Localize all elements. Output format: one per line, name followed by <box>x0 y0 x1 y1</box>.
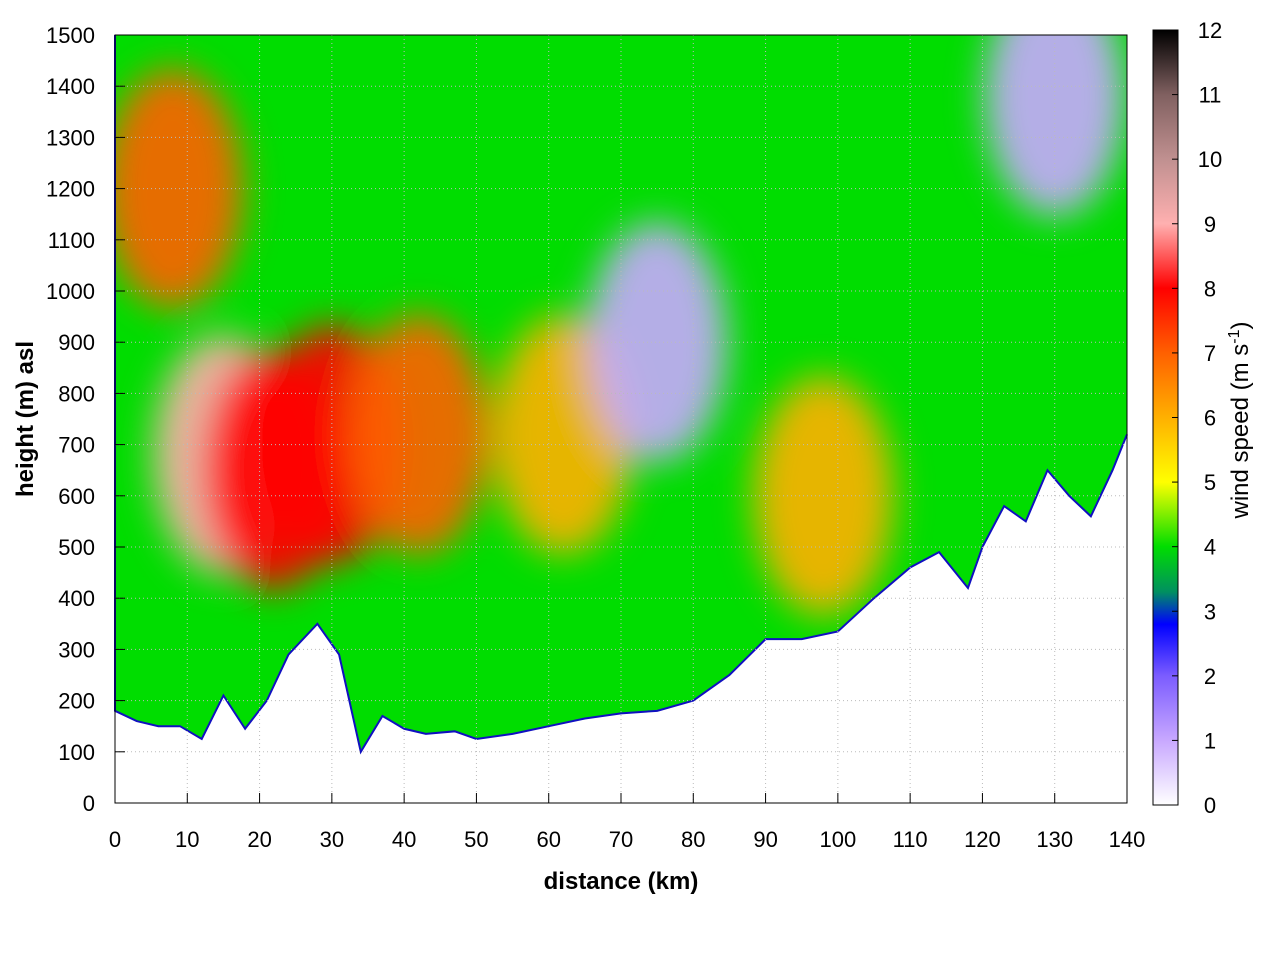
terrain-edge <box>114 35 1128 755</box>
x-tick-label: 130 <box>1036 827 1073 852</box>
x-tick-label: 100 <box>819 827 856 852</box>
y-tick-label: 100 <box>58 740 95 765</box>
y-tick-label: 1500 <box>46 23 95 48</box>
y-axis: 0 100 200 300 400 500 600 700 800 900 1000 1100 1200… <box>46 23 125 816</box>
colorbar-tick-label: 4 <box>1204 535 1216 560</box>
colorbar-tick-label: 0 <box>1204 793 1216 818</box>
y-axis-title: height (m) asl <box>12 341 39 497</box>
colorbar-tick-label: 8 <box>1204 276 1216 301</box>
x-tick-label: 70 <box>609 827 633 852</box>
x-tick-label: 20 <box>247 827 271 852</box>
y-tick-label: 900 <box>58 330 95 355</box>
grid <box>115 35 1127 803</box>
colorbar-tick-label: 3 <box>1204 599 1216 624</box>
x-tick-label: 90 <box>753 827 777 852</box>
colorbar-tick-label: 2 <box>1204 664 1216 689</box>
y-tick-label: 400 <box>58 586 95 611</box>
colorbar-title: wind speed (m s-1) <box>1226 322 1254 520</box>
wind-maximum-3 <box>348 314 489 555</box>
colorbar-tick-label: 5 <box>1204 470 1216 495</box>
x-axis-title: distance (km) <box>544 868 699 895</box>
wind-maximum-8 <box>984 35 1125 217</box>
y-tick-label: 1100 <box>48 228 95 253</box>
y-tick-label: 600 <box>58 484 95 509</box>
colorbar-tick-label: 9 <box>1204 212 1216 237</box>
wind-field-blobs <box>115 35 1125 616</box>
wind-field <box>115 35 1127 752</box>
y-tick-label: 1000 <box>46 279 95 304</box>
x-tick-label: 10 <box>175 827 199 852</box>
y-tick-label: 1200 <box>46 177 95 202</box>
x-tick-label: 30 <box>320 827 344 852</box>
x-tick-label: 50 <box>464 827 488 852</box>
y-tick-label: 500 <box>58 535 95 560</box>
wind-maximum-7 <box>587 222 728 463</box>
colorbar-tick-label: 11 <box>1199 83 1222 108</box>
y-tick-label: 800 <box>58 381 95 406</box>
x-tick-label: 120 <box>964 827 1001 852</box>
colorbar-title-main: wind speed (m s <box>1227 344 1254 520</box>
y-tick-label: 1400 <box>46 74 95 99</box>
x-tick-label: 40 <box>392 827 416 852</box>
x-tick-label: 110 <box>893 827 928 852</box>
y-tick-label: 700 <box>58 433 95 458</box>
x-tick-label: 80 <box>681 827 705 852</box>
y-tick-label: 1300 <box>46 125 95 150</box>
x-tick-label: 60 <box>536 827 560 852</box>
colorbar-tick-label: 7 <box>1204 341 1216 366</box>
x-tick-label: 0 <box>109 827 121 852</box>
y-tick-label: 300 <box>58 637 95 662</box>
colorbar-tick-label: 10 <box>1198 147 1222 172</box>
x-tick-label: 140 <box>1109 827 1146 852</box>
colorbar-tick-label: 1 <box>1204 728 1216 753</box>
y-tick-label: 0 <box>83 791 95 816</box>
y-tick-label: 200 <box>58 689 95 714</box>
colorbar-tick-label: 6 <box>1204 406 1216 431</box>
colorbar-title-close: ) <box>1227 322 1254 330</box>
plot-area <box>114 35 1128 755</box>
x-axis: 0 10 20 30 40 50 60 70 80 90 100 110 120 130 140 <box>109 793 1145 852</box>
colorbar-title-superscript: -1 <box>1226 329 1243 343</box>
colorbar-tick-label: 12 <box>1198 18 1222 43</box>
wind-maximum-4 <box>115 68 243 309</box>
